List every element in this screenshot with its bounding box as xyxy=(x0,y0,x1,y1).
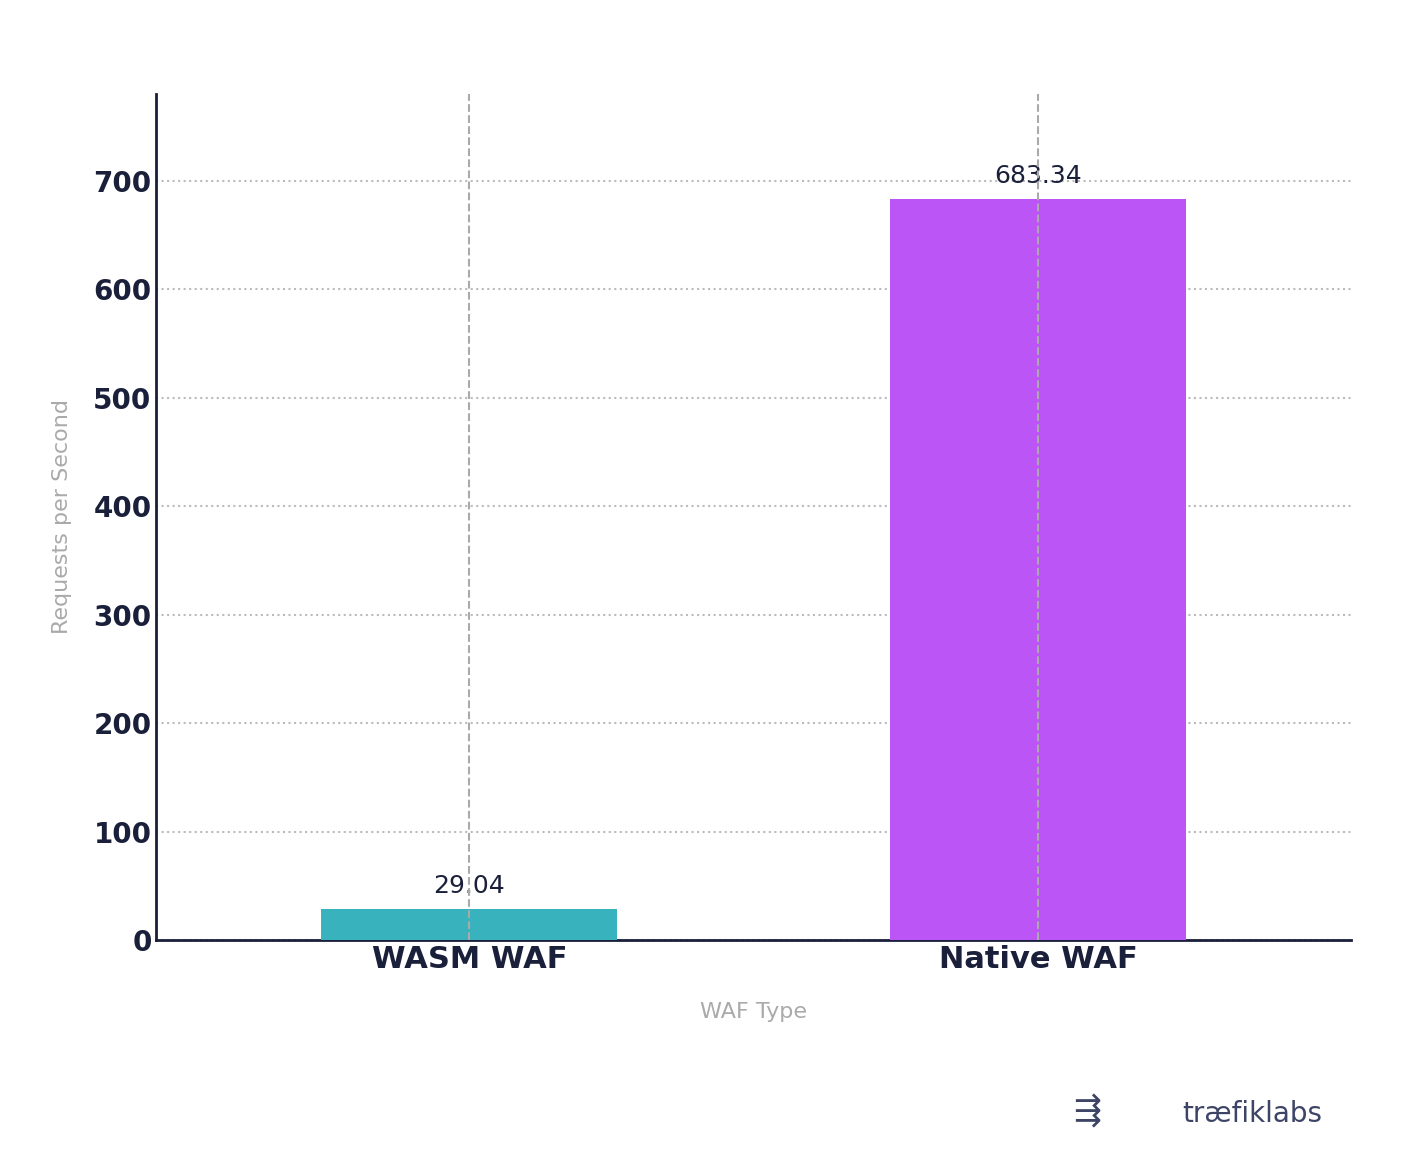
X-axis label: WAF Type: WAF Type xyxy=(700,1001,808,1021)
Text: ⇶: ⇶ xyxy=(1074,1094,1102,1128)
Text: 683.34: 683.34 xyxy=(994,165,1082,188)
Text: 29.04: 29.04 xyxy=(434,874,505,898)
Text: træfiklabs: træfiklabs xyxy=(1183,1100,1322,1128)
Bar xyxy=(321,908,617,940)
Y-axis label: Requests per Second: Requests per Second xyxy=(53,400,73,634)
Bar xyxy=(890,199,1186,940)
